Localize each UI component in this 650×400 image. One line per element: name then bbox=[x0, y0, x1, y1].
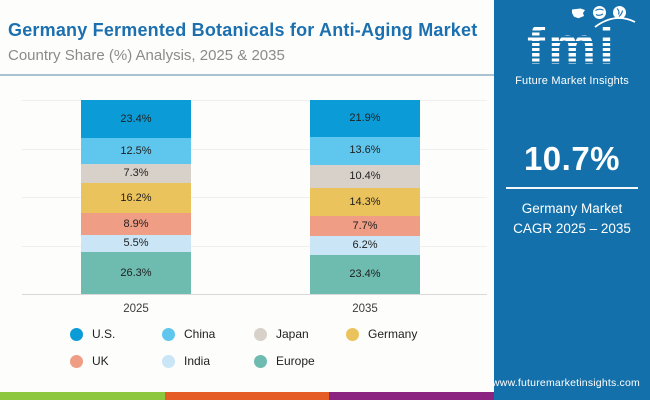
cagr-label-line2: CAGR 2025 – 2035 bbox=[513, 221, 631, 237]
gridline bbox=[22, 197, 487, 198]
stripe-segment-0 bbox=[0, 392, 165, 400]
website-link[interactable]: www.futuremarketinsights.com bbox=[492, 377, 640, 389]
gridline bbox=[22, 245, 487, 247]
segment-germany: 14.3% bbox=[310, 188, 420, 217]
logo-icons-row bbox=[494, 6, 650, 28]
swoosh-icon bbox=[594, 17, 636, 28]
fmi-wordmark: fmi bbox=[527, 16, 617, 76]
legend-label: Europe bbox=[276, 354, 315, 368]
segment-value-label: 12.5% bbox=[120, 144, 152, 157]
segment-value-label: 26.3% bbox=[120, 266, 152, 279]
footer-stripe bbox=[0, 392, 495, 400]
legend-item-japan: Japan bbox=[254, 327, 346, 341]
segment-value-label: 13.6% bbox=[349, 144, 381, 157]
us-map-icon bbox=[571, 6, 586, 24]
stat-divider bbox=[506, 187, 638, 189]
segment-value-label: 8.9% bbox=[123, 217, 149, 230]
stacked-bar-2025: 23.4% 12.5% 7.3% 16.2% 8.9% 5.5% 26.3% bbox=[81, 100, 191, 294]
logo-tagline: Future Market Insights bbox=[515, 74, 629, 87]
segment-india: 6.2% bbox=[310, 236, 420, 255]
segment-japan: 10.4% bbox=[310, 164, 420, 189]
globe-icon bbox=[593, 6, 606, 24]
legend-item-germany: Germany bbox=[346, 327, 438, 341]
stripe-segment-1 bbox=[164, 392, 330, 400]
segment-u-s-: 21.9% bbox=[310, 100, 420, 138]
segment-value-label: 5.5% bbox=[123, 237, 149, 250]
legend-dot bbox=[162, 327, 175, 341]
segment-value-label: 7.7% bbox=[352, 219, 378, 232]
segment-europe: 23.4% bbox=[310, 254, 420, 294]
gridline bbox=[22, 148, 487, 150]
legend-label: Japan bbox=[276, 327, 309, 341]
segment-europe: 26.3% bbox=[81, 252, 191, 294]
stacked-bar-2035: 21.9% 13.6% 10.4% 14.3% 7.7% 6.2% 23.4% bbox=[310, 100, 420, 294]
legend-dot bbox=[254, 327, 267, 341]
fmi-logo: fmi Future Market Insights bbox=[494, 6, 650, 87]
x-axis-label-2035: 2035 bbox=[352, 303, 378, 315]
segment-germany: 16.2% bbox=[81, 183, 191, 214]
segment-japan: 7.3% bbox=[81, 163, 191, 184]
page-title: Germany Fermented Botanicals for Anti-Ag… bbox=[8, 20, 478, 40]
plot-area: 23.4% 12.5% 7.3% 16.2% 8.9% 5.5% 26.3% 2025 21.9… bbox=[22, 100, 487, 315]
legend-label: Germany bbox=[368, 327, 418, 341]
segment-uk: 8.9% bbox=[81, 213, 191, 235]
header-divider bbox=[0, 74, 494, 76]
legend: U.S. China Japan Germany UK India Europe bbox=[70, 327, 480, 368]
segment-value-label: 16.2% bbox=[120, 191, 152, 204]
x-axis-label-2025: 2025 bbox=[123, 303, 149, 315]
globe-icon bbox=[613, 6, 626, 24]
cagr-value: 10.7% bbox=[523, 140, 621, 177]
legend-label: UK bbox=[92, 354, 109, 368]
gridline bbox=[22, 100, 487, 101]
legend-item-china: China bbox=[162, 327, 254, 341]
legend-dot bbox=[254, 354, 267, 368]
segment-india: 5.5% bbox=[81, 234, 191, 253]
page-subtitle: Country Share (%) Analysis, 2025 & 2035 bbox=[8, 47, 285, 64]
legend-label: China bbox=[184, 327, 216, 341]
sidebar: fmi Future Market Insights 10.7% Germany… bbox=[492, 0, 650, 400]
legend-dot bbox=[346, 327, 359, 341]
segment-china: 12.5% bbox=[81, 138, 191, 164]
legend-dot bbox=[70, 354, 83, 368]
legend-dot bbox=[162, 354, 175, 368]
legend-label: India bbox=[184, 354, 211, 368]
segment-u-s-: 23.4% bbox=[81, 100, 191, 139]
segment-value-label: 21.9% bbox=[349, 112, 381, 125]
legend-item-europe: Europe bbox=[254, 354, 346, 368]
legend-item-india: India bbox=[162, 354, 254, 368]
legend-label: U.S. bbox=[92, 327, 116, 341]
stripe-segment-2 bbox=[329, 392, 495, 400]
segment-value-label: 23.4% bbox=[120, 112, 152, 125]
cagr-label-line1: Germany Market bbox=[521, 201, 623, 216]
cagr-stat: 10.7% Germany Market CAGR 2025 – 2035 bbox=[494, 140, 650, 240]
segment-china: 13.6% bbox=[310, 137, 420, 165]
segment-value-label: 6.2% bbox=[352, 239, 378, 252]
legend-item-uk: UK bbox=[70, 354, 162, 368]
legend-item-u-s-: U.S. bbox=[70, 327, 162, 341]
legend-dot bbox=[70, 327, 83, 341]
segment-value-label: 23.4% bbox=[349, 267, 381, 280]
segment-value-label: 14.3% bbox=[349, 195, 381, 208]
segment-uk: 7.7% bbox=[310, 216, 420, 237]
segment-value-label: 10.4% bbox=[349, 169, 381, 182]
segment-value-label: 7.3% bbox=[123, 167, 149, 180]
